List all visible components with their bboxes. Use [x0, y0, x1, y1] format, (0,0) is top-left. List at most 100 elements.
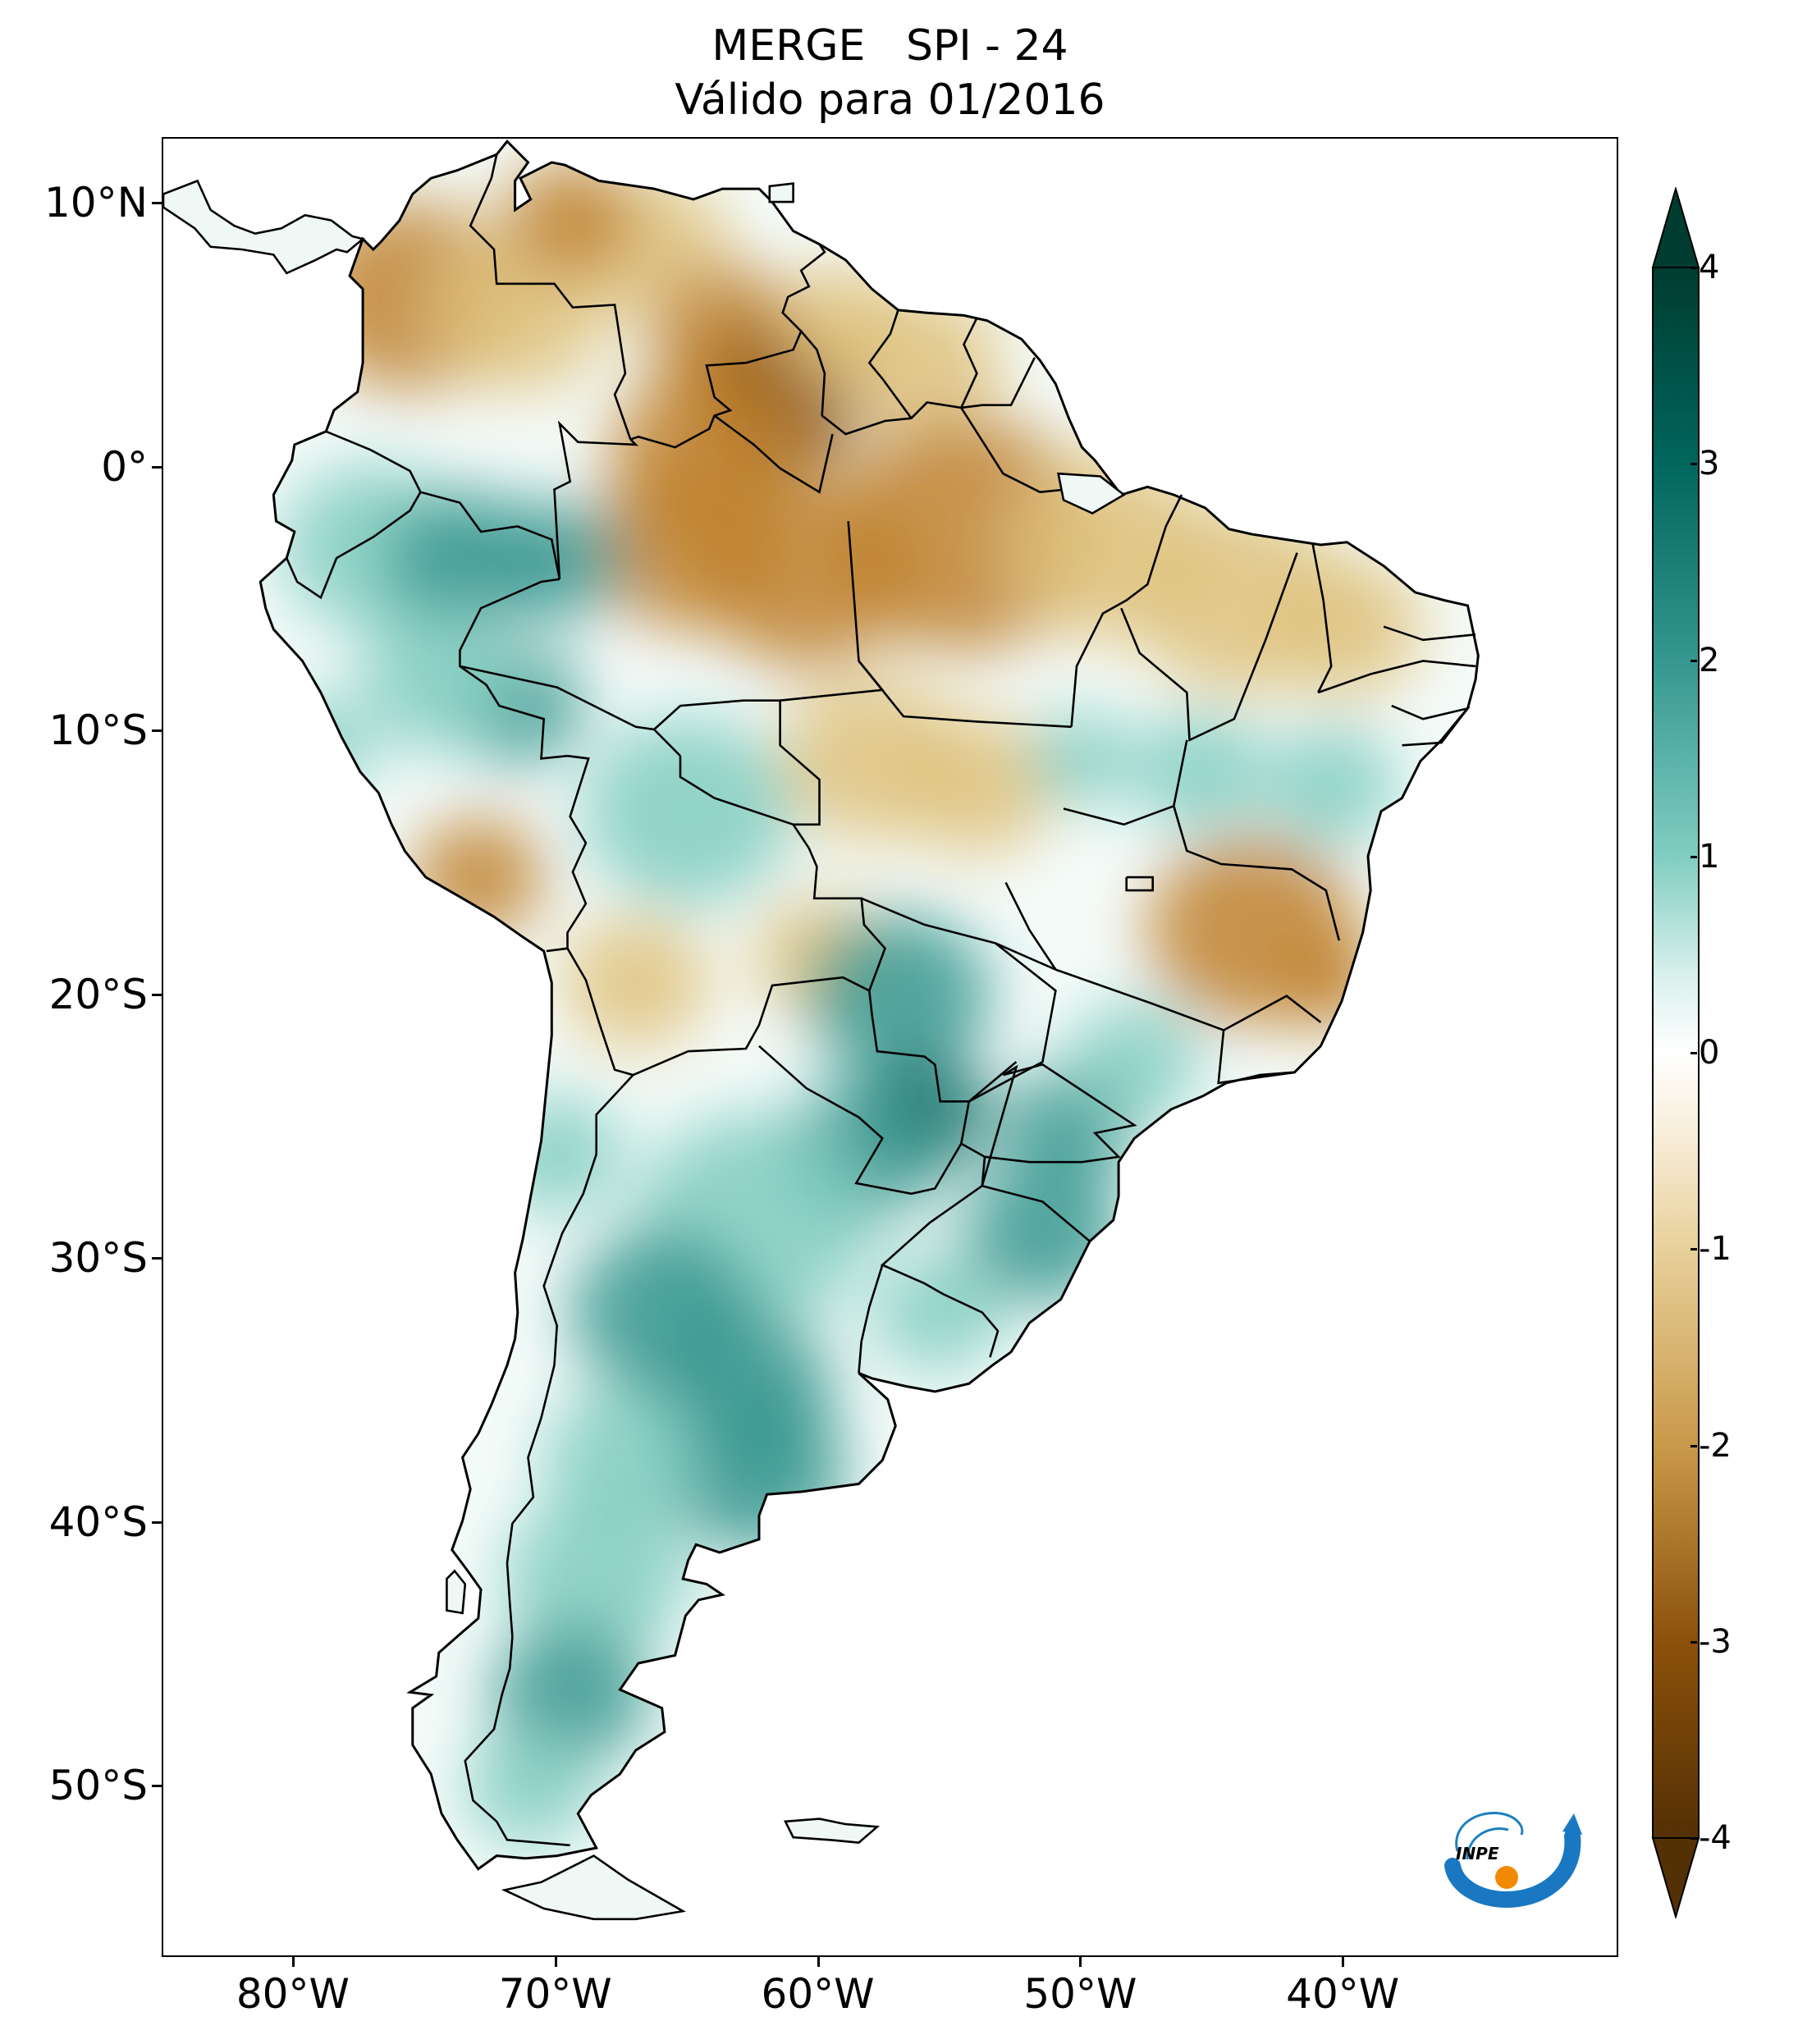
spi-anomaly-region: [806, 913, 991, 1079]
brazil-state-am-ro-mt: [653, 699, 821, 826]
marajo-island: [1056, 472, 1126, 514]
spi-anomaly-region: [359, 608, 518, 751]
latitude-tick-mark: [152, 1520, 162, 1524]
longitude-tick-label: 50°W: [1023, 1970, 1137, 2018]
tierra-del-fuego: [501, 1854, 686, 1921]
colorbar-tick-mark: [1690, 659, 1697, 662]
colorbar-tick-label: -3: [1699, 1622, 1732, 1661]
colorbar-extend-max: [1651, 187, 1700, 268]
brazil-state-rj-sp: [1217, 1030, 1295, 1085]
latitude-tick-label: 0°: [101, 442, 148, 491]
latitude-tick-label: 20°S: [48, 970, 148, 1018]
brazil-state-sp-pr-sc-rs: [981, 1063, 1137, 1242]
colorbar-tick-mark: [1690, 1248, 1697, 1251]
colorbar-tick-label: 3: [1699, 445, 1720, 483]
border-colombia-ecuador-peru: [325, 430, 561, 580]
spi-anomaly-region: [1265, 556, 1424, 698]
border-peru-brazil: [459, 578, 568, 760]
continent-coastline: [258, 139, 1480, 1871]
longitude-tick-mark: [554, 1957, 557, 1967]
spi-anomaly-region: [562, 917, 710, 1049]
colorbar-tick-label: 1: [1699, 837, 1720, 876]
colorbar-tick-label: -4: [1699, 1819, 1732, 1857]
spi-anomaly-region: [491, 1095, 623, 1214]
spi-field: [260, 141, 1479, 1869]
spi-anomaly-region: [268, 697, 373, 793]
central-america: [163, 179, 365, 275]
spi-anomaly-region: [412, 818, 544, 937]
spi-anomaly-region: [845, 291, 1004, 434]
spi-anomaly-region: [504, 158, 636, 277]
country-state-borders: [286, 154, 1476, 1919]
brazil-state-pi-ce: [1311, 544, 1333, 693]
colorbar-tick-mark: [1690, 1640, 1697, 1644]
border-peru-bolivia: [546, 754, 590, 953]
latitude-tick-label: 10°S: [48, 706, 148, 755]
longitude-tick-label: 60°W: [761, 1970, 875, 2018]
brazil-state-am-rr: [713, 414, 834, 494]
border-paraguay-argentina: [758, 1045, 963, 1196]
trinidad-island: [768, 182, 794, 203]
spi-anomaly-region: [872, 1253, 1004, 1372]
map-title: MERGE SPI - 24: [711, 21, 1068, 71]
spi-anomaly-region: [464, 1728, 597, 1847]
latitude-tick-label: 10°N: [43, 179, 148, 227]
spi-anomaly-region: [1068, 1003, 1201, 1122]
latitude-tick-label: 50°S: [48, 1762, 148, 1810]
border-colombia-venezuela: [469, 154, 632, 440]
spi-anomaly-region: [1279, 935, 1384, 1031]
islands: [163, 179, 1126, 1921]
inpe-logo-icon: INPE: [1444, 1812, 1582, 1908]
longitude-tick-mark: [817, 1957, 820, 1967]
border-argentina-brazil-uruguay: [880, 1142, 1000, 1358]
latitude-tick-mark: [152, 465, 162, 469]
spi-anomaly-region: [1265, 725, 1398, 844]
border-guyana-suriname: [867, 309, 913, 419]
brazil-state-ms-pr-sp: [968, 942, 1057, 1103]
border-suriname-guiana: [960, 318, 978, 409]
latitude-tick-label: 30°S: [48, 1234, 148, 1283]
longitude-tick-label: 40°W: [1286, 1970, 1400, 2018]
border-venezuela-guyana: [781, 243, 826, 332]
brazil-state-ma-pi: [1120, 552, 1298, 742]
brazil-state-pa-to-ma: [1070, 494, 1183, 727]
latitude-tick-label: 40°S: [48, 1498, 148, 1546]
latitude-tick-mark: [152, 993, 162, 996]
border-bolivia-argentina-paraguay: [632, 976, 971, 1144]
colorbar-tick-mark: [1690, 1837, 1697, 1840]
longitude-tick-label: 80°W: [236, 1970, 350, 2018]
brazil-state-ne-pe: [1317, 660, 1476, 694]
border-colombia-brazil-peru: [553, 420, 638, 579]
colorbar-tick-mark: [1690, 1052, 1697, 1054]
colorbar-tick-label: 4: [1699, 249, 1720, 286]
border-acre-brazil: [460, 665, 681, 757]
longitude-tick-label: 70°W: [498, 1970, 612, 2018]
map-panel: [162, 137, 1618, 1957]
colorbar-tick-mark: [1690, 267, 1697, 269]
brazil-state-df: [1125, 876, 1154, 892]
brazil-state-pa-mt: [858, 660, 1072, 729]
colorbar-tick-label: 0: [1699, 1034, 1720, 1072]
colorbar-tick-mark: [1690, 463, 1697, 466]
logo-text: INPE: [1456, 1844, 1499, 1863]
colorbar-tick-label: -1: [1699, 1230, 1732, 1269]
spi-anomaly-region: [504, 1493, 689, 1659]
brazil-state-to-go-mt: [1063, 805, 1174, 826]
colorbar-extend-min: [1651, 1837, 1700, 1918]
colorbar-tick-label: -2: [1699, 1426, 1732, 1465]
chiloe-island: [446, 1569, 467, 1615]
colorbar-tick-label: 2: [1699, 641, 1720, 679]
brazil-state-pa-ap: [960, 407, 1067, 494]
latitude-tick-mark: [152, 729, 162, 733]
brazil-state-mt-go-ms: [861, 881, 1059, 972]
latitude-tick-mark: [152, 202, 162, 205]
border-bolivia-brazil: [679, 756, 886, 991]
colorbar-tick-mark: [1690, 1444, 1697, 1447]
map-subtitle: Válido para 01/2016: [675, 75, 1105, 125]
spi-anomaly-region: [1029, 711, 1135, 807]
latitude-tick-mark: [152, 1257, 162, 1260]
colorbar-tick-mark: [1690, 855, 1697, 858]
border-chile-bolivia-argentina: [464, 948, 635, 1847]
longitude-tick-mark: [291, 1957, 295, 1967]
border-ecuador-peru: [286, 492, 422, 600]
